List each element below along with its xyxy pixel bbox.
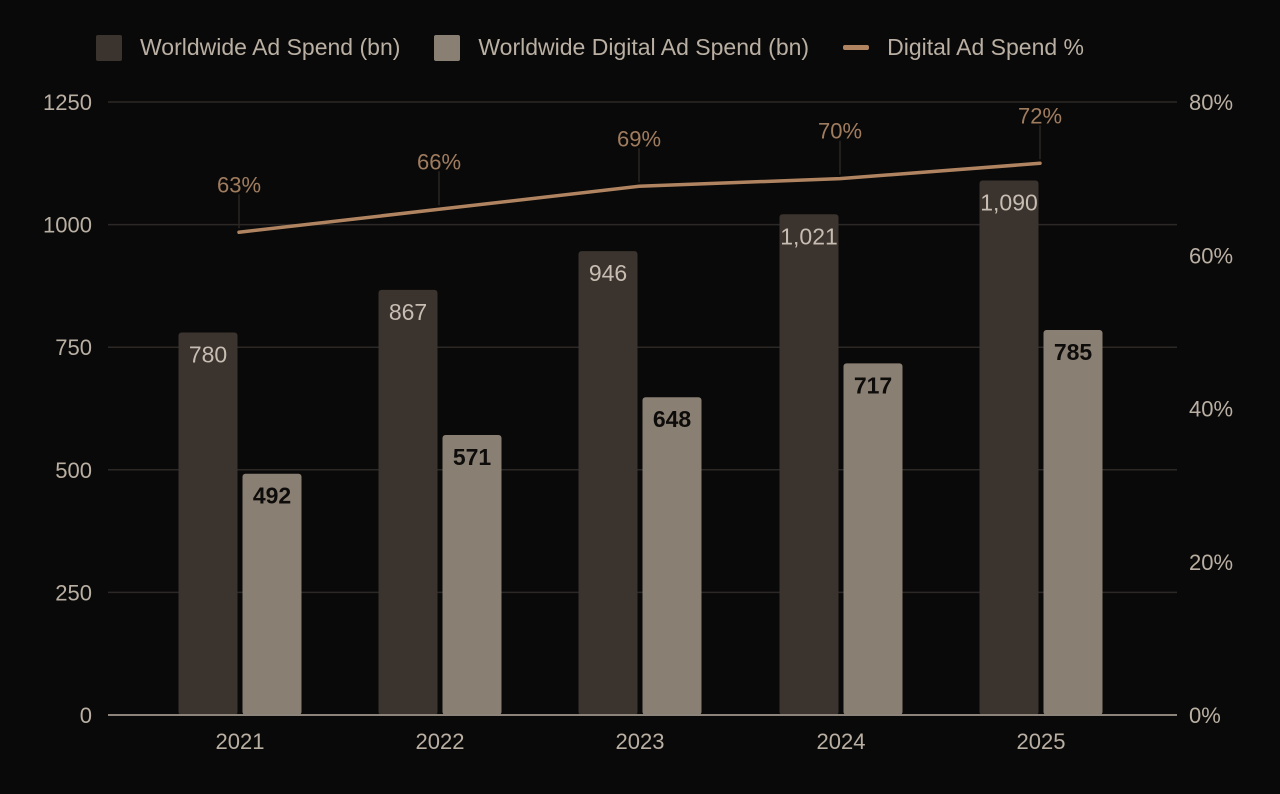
bar-total-ad-spend [779,214,839,715]
x-tick-label: 2024 [817,729,866,754]
bar-digital-ad-spend [843,363,903,715]
legend-item-digital-ad-spend: Worldwide Digital Ad Spend (bn) [434,34,809,61]
y-right-tick-label: 60% [1189,243,1233,268]
y-left-tick-label: 1250 [43,90,92,115]
legend-item-total-ad-spend: Worldwide Ad Spend (bn) [96,34,400,61]
y-right-tick-label: 0% [1189,703,1221,728]
y-right-tick-label: 20% [1189,550,1233,575]
bar-label-digital-ad-spend: 648 [653,406,692,432]
legend-label-digital-share: Digital Ad Spend % [887,34,1084,60]
bar-digital-ad-spend [642,397,702,715]
line-label-digital-share: 66% [417,149,461,174]
bar-label-digital-ad-spend: 785 [1054,339,1093,365]
y-right-tick-label: 40% [1189,397,1233,422]
line-label-digital-share: 72% [1018,103,1062,128]
bar-label-total-ad-spend: 946 [589,260,627,286]
line-label-digital-share: 69% [617,126,661,151]
bar-label-total-ad-spend: 1,090 [980,189,1038,215]
y-left-tick-label: 250 [55,580,92,605]
bar-label-total-ad-spend: 867 [389,299,427,325]
y-right-tick-label: 80% [1189,90,1233,115]
y-left-tick-label: 500 [55,458,92,483]
bar-total-ad-spend [378,289,438,715]
line-label-digital-share: 70% [818,119,862,144]
bar-label-digital-ad-spend: 492 [253,483,291,509]
line-label-digital-share: 63% [217,172,261,197]
bar-total-ad-spend [578,251,638,715]
legend-swatch-total-ad-spend [96,34,122,61]
y-left-tick-label: 750 [55,335,92,360]
bar-label-total-ad-spend: 780 [189,341,227,367]
legend-label-total-ad-spend: Worldwide Ad Spend (bn) [140,34,401,60]
bar-total-ad-spend [979,180,1039,716]
bar-digital-ad-spend [1043,330,1103,715]
legend-label-digital-ad-spend: Worldwide Digital Ad Spend (bn) [478,34,810,60]
bar-label-total-ad-spend: 1,021 [780,223,838,249]
y-left-tick-label: 0 [80,703,92,728]
bar-total-ad-spend [178,332,238,715]
y-left-tick-label: 1000 [43,213,92,238]
legend: Worldwide Ad Spend (bn) Worldwide Digita… [96,34,1084,61]
bar-label-digital-ad-spend: 571 [453,444,492,470]
x-tick-label: 2021 [216,729,265,754]
legend-swatch-digital-share [843,45,870,50]
legend-item-digital-share: Digital Ad Spend % [843,34,1084,61]
bar-label-digital-ad-spend: 717 [854,372,892,398]
x-tick-label: 2022 [416,729,465,754]
line-digital-share [237,161,1042,235]
x-tick-label: 2023 [616,729,665,754]
x-tick-label: 2025 [1017,729,1066,754]
legend-swatch-digital-ad-spend [434,34,461,61]
bar-digital-ad-spend [242,473,302,715]
bar-digital-ad-spend [442,434,502,715]
